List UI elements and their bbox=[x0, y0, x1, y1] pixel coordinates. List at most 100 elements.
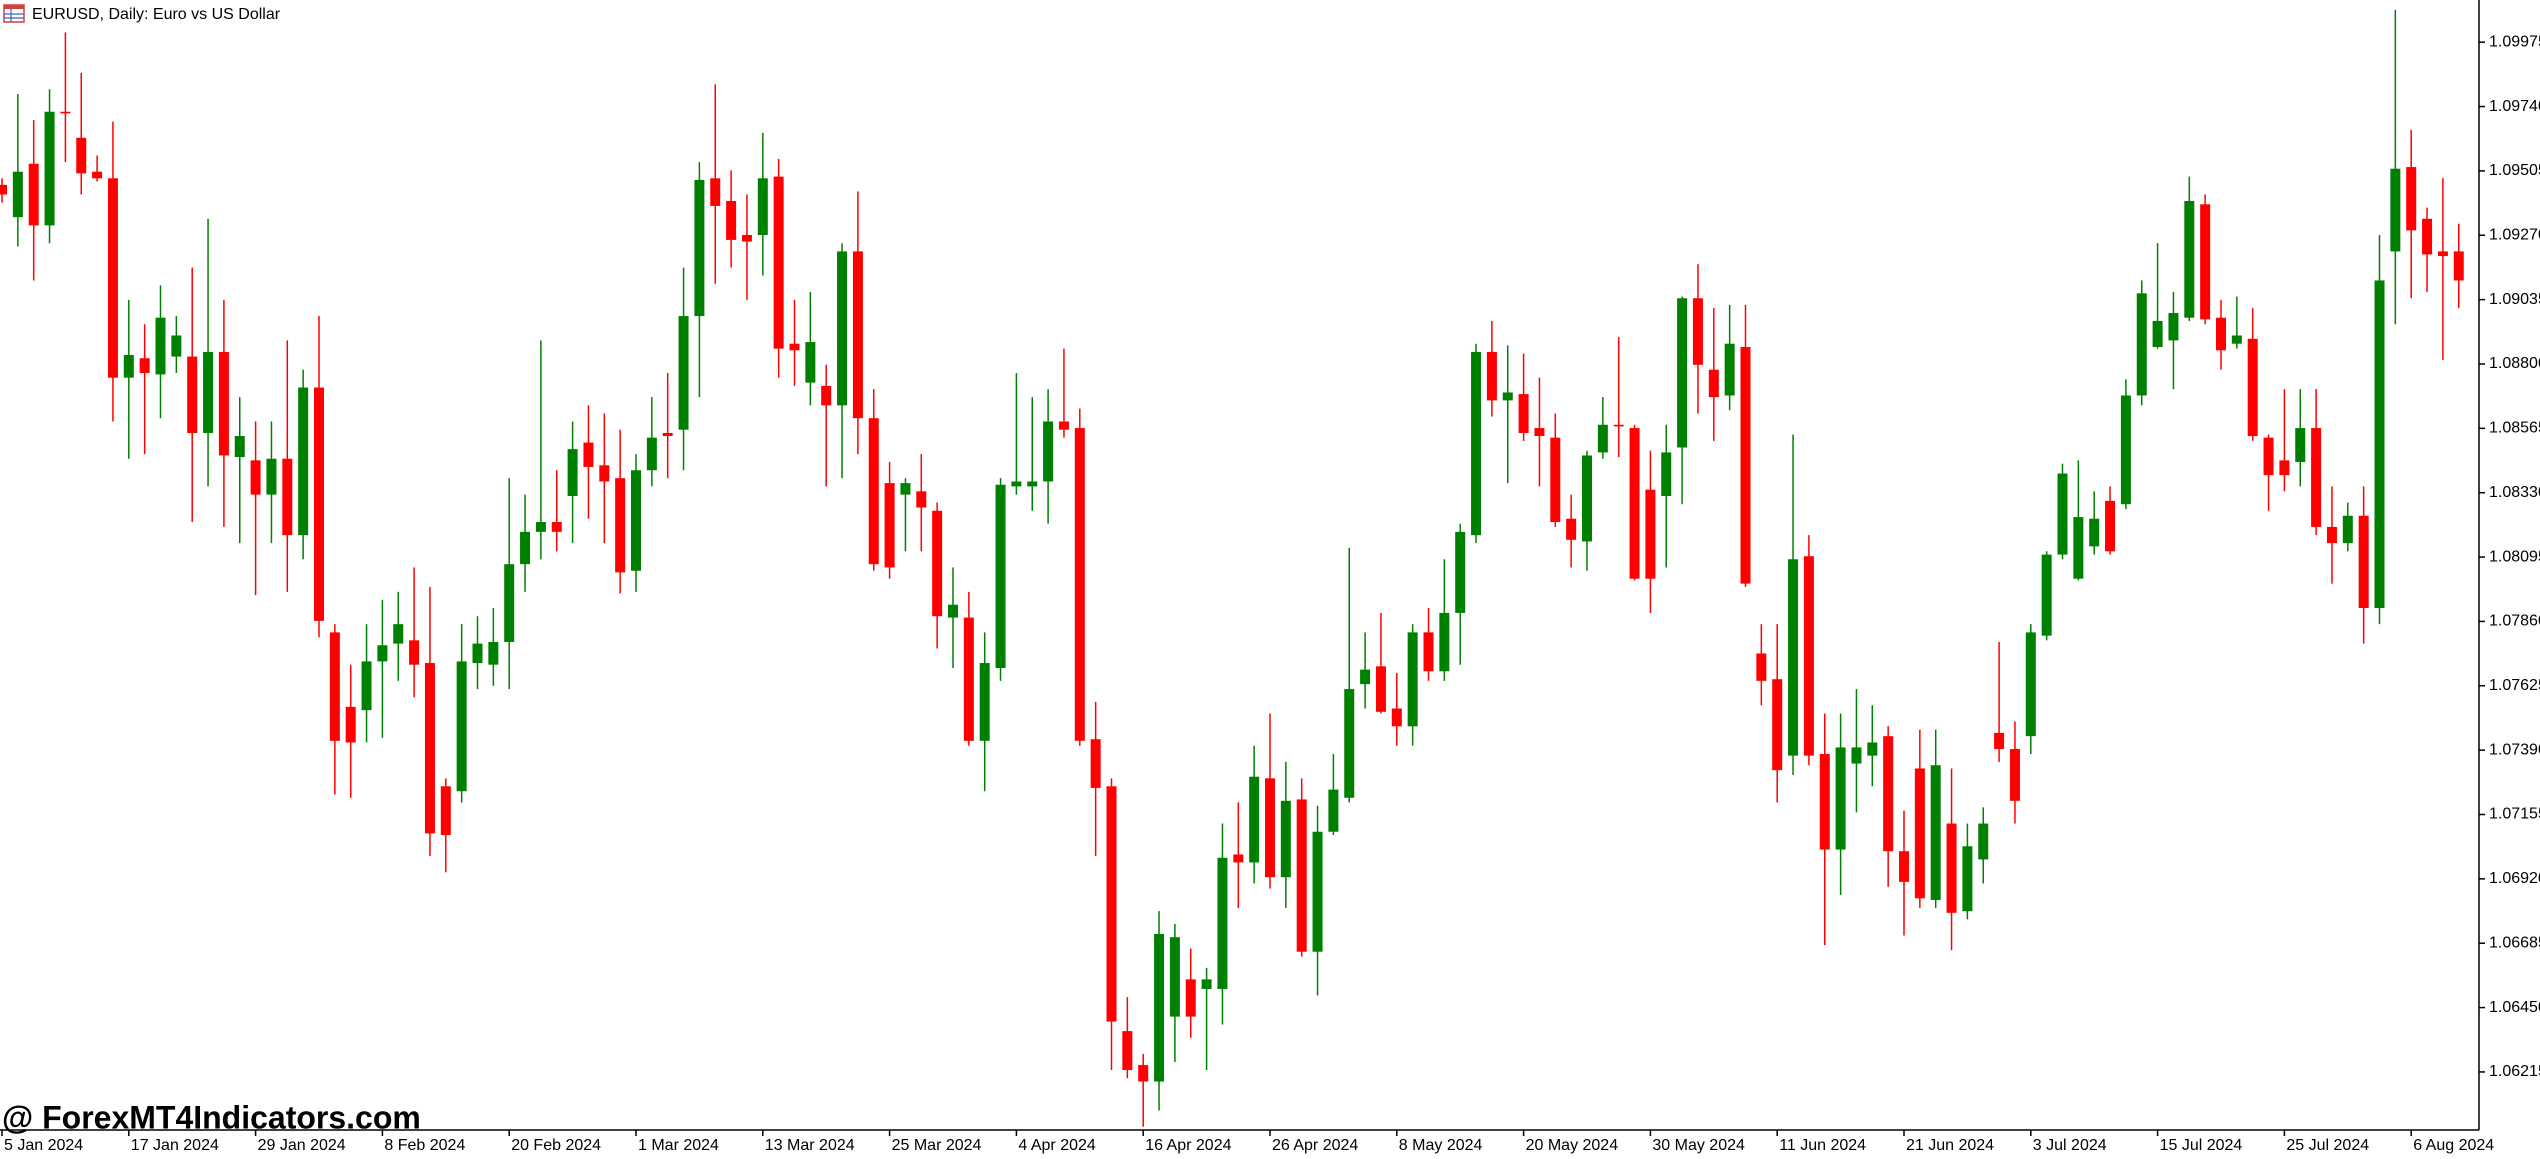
y-tick-label: 1.09975 bbox=[2489, 33, 2540, 50]
candle-body bbox=[948, 604, 958, 618]
candle-body bbox=[1692, 298, 1703, 365]
x-tick-label: 25 Mar 2024 bbox=[892, 1137, 982, 1154]
candle-body bbox=[1534, 428, 1545, 437]
candle-body bbox=[44, 111, 55, 226]
x-tick-label: 29 Jan 2024 bbox=[258, 1137, 346, 1154]
symbol-icon bbox=[3, 4, 25, 23]
candle-body bbox=[1597, 424, 1608, 453]
candle-body bbox=[2247, 338, 2258, 437]
candle-body bbox=[995, 484, 1006, 668]
candle-body bbox=[694, 179, 705, 317]
candle-body bbox=[393, 624, 404, 644]
candle-body bbox=[837, 251, 848, 406]
candle-body bbox=[757, 178, 768, 235]
candle-body bbox=[440, 786, 451, 836]
candle-body bbox=[1962, 846, 1973, 912]
y-tick-label: 1.08565 bbox=[2489, 420, 2540, 437]
candle-body bbox=[599, 465, 610, 482]
candle-body bbox=[1978, 823, 1989, 860]
candle-body bbox=[884, 483, 895, 568]
candle-body bbox=[456, 661, 467, 792]
candle-body bbox=[1280, 800, 1291, 878]
candle-body bbox=[1058, 421, 1069, 430]
y-tick-label: 1.07155 bbox=[2489, 806, 2540, 823]
candle-body bbox=[583, 442, 594, 467]
candle-body bbox=[1994, 732, 2005, 750]
candle-body bbox=[979, 663, 990, 741]
y-tick-label: 1.07860 bbox=[2489, 613, 2540, 630]
candle-body bbox=[488, 641, 499, 665]
candle-body bbox=[1661, 452, 1672, 496]
chart-title: EURUSD, Daily: Euro vs US Dollar bbox=[32, 6, 281, 23]
candle-body bbox=[2025, 632, 2036, 737]
candle-body bbox=[2152, 320, 2163, 347]
candle-body bbox=[218, 351, 229, 456]
candle-body bbox=[805, 342, 816, 383]
candle-body bbox=[646, 437, 657, 471]
x-tick-label: 3 Jul 2024 bbox=[2033, 1137, 2107, 1154]
candle-body bbox=[1043, 421, 1054, 482]
x-tick-label: 4 Apr 2024 bbox=[1018, 1137, 1096, 1154]
candle-body bbox=[1740, 346, 1751, 584]
candle-body bbox=[963, 617, 974, 741]
x-tick-label: 1 Mar 2024 bbox=[638, 1137, 719, 1154]
candle-body bbox=[1090, 739, 1101, 788]
candle-body bbox=[1185, 979, 1196, 1017]
candle-body bbox=[0, 184, 7, 195]
candle-body bbox=[1550, 437, 1561, 523]
candle-body bbox=[789, 343, 800, 351]
candle-body bbox=[1074, 428, 1085, 741]
candle-body bbox=[2120, 395, 2131, 505]
x-tick-label: 16 Apr 2024 bbox=[1145, 1137, 1231, 1154]
candle-body bbox=[250, 460, 261, 495]
candle-body bbox=[1407, 632, 1418, 727]
candle-body bbox=[409, 640, 420, 665]
x-tick-label: 6 Aug 2024 bbox=[2413, 1137, 2494, 1154]
candle-body bbox=[1106, 786, 1117, 1022]
candle-body bbox=[1629, 428, 1640, 579]
y-tick-label: 1.06685 bbox=[2489, 934, 2540, 951]
candle-body bbox=[472, 643, 483, 664]
candle-body bbox=[1249, 776, 1260, 863]
candle-body bbox=[1455, 531, 1466, 613]
y-tick-label: 1.07625 bbox=[2489, 677, 2540, 694]
candle-body bbox=[1027, 481, 1038, 487]
candle-body bbox=[551, 522, 562, 532]
candle-body bbox=[726, 201, 737, 240]
candle-body bbox=[1835, 747, 1846, 850]
candle-body bbox=[1756, 653, 1767, 681]
candle-body bbox=[2216, 317, 2226, 351]
candle-body bbox=[504, 564, 515, 642]
candle-body bbox=[1423, 632, 1434, 672]
candle-body bbox=[282, 458, 293, 536]
y-tick-label: 1.09035 bbox=[2489, 291, 2540, 308]
x-tick-label: 21 Jun 2024 bbox=[1906, 1137, 1994, 1154]
candle-body bbox=[1233, 854, 1244, 863]
candle-body bbox=[535, 522, 546, 532]
candle-body bbox=[76, 137, 87, 174]
candle-body bbox=[2358, 515, 2369, 608]
candle-body bbox=[2279, 460, 2290, 476]
candle-body bbox=[171, 335, 182, 357]
y-tick-label: 1.06920 bbox=[2489, 870, 2540, 887]
candle-body bbox=[2295, 428, 2306, 463]
candle-body bbox=[1930, 765, 1941, 900]
x-tick-label: 5 Jan 2024 bbox=[4, 1137, 83, 1154]
candle-body bbox=[2437, 251, 2448, 257]
candle-body bbox=[314, 387, 324, 621]
candle-body bbox=[2089, 518, 2100, 547]
candle-body bbox=[1154, 933, 1165, 1082]
candle-body bbox=[345, 706, 356, 743]
x-tick-label: 8 Feb 2024 bbox=[384, 1137, 465, 1154]
candle-body bbox=[329, 632, 340, 741]
candle-body bbox=[2009, 749, 2020, 801]
candle-body bbox=[1772, 679, 1783, 771]
candle-body bbox=[1851, 747, 1862, 764]
candle-body bbox=[28, 163, 39, 226]
candle-body bbox=[1344, 689, 1355, 798]
candle-body bbox=[2422, 218, 2433, 255]
candle-body bbox=[2326, 526, 2337, 544]
candle-body bbox=[2311, 428, 2322, 527]
